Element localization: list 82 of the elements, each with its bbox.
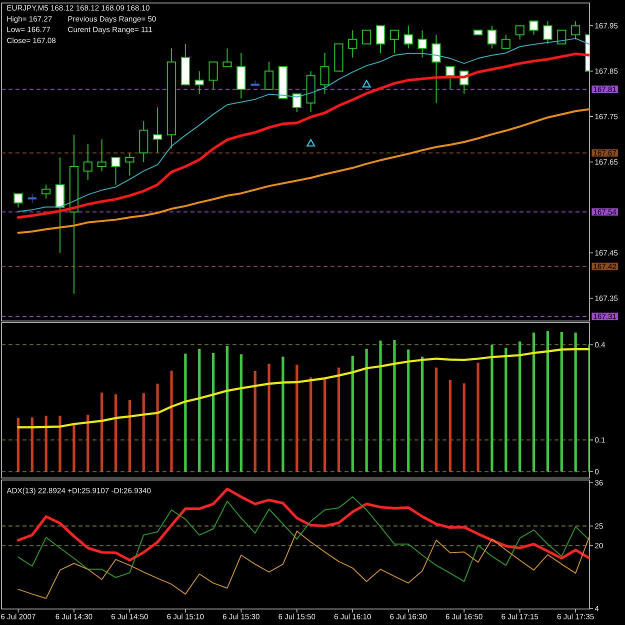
bar <box>226 346 229 472</box>
candlestick <box>83 143 92 181</box>
candlestick <box>362 30 372 44</box>
candlestick <box>418 30 427 58</box>
candlestick <box>334 43 344 72</box>
bar <box>504 348 508 472</box>
candlestick <box>529 20 538 36</box>
bar <box>574 332 577 472</box>
bar <box>379 340 382 472</box>
bar <box>58 416 62 472</box>
bar <box>351 356 354 472</box>
candlestick <box>222 48 232 68</box>
bar <box>393 340 396 472</box>
line-series <box>18 530 590 599</box>
candlestick <box>571 20 580 40</box>
bar <box>448 380 452 472</box>
candlestick <box>139 120 148 162</box>
candlestick <box>515 25 524 40</box>
candlestick <box>320 52 330 94</box>
candlestick <box>264 62 274 90</box>
bar <box>142 393 145 472</box>
candlestick <box>446 66 455 90</box>
bar <box>198 348 201 472</box>
bar <box>184 354 187 472</box>
candlestick <box>42 184 51 199</box>
bar <box>462 383 466 472</box>
bar <box>170 370 173 472</box>
bar <box>532 332 536 472</box>
candlestick <box>543 20 552 44</box>
bar <box>254 371 256 472</box>
candlestick <box>390 30 399 54</box>
candlestick <box>292 93 302 113</box>
bar <box>407 349 410 472</box>
bar <box>156 384 159 472</box>
bar <box>16 418 20 472</box>
candlestick <box>376 25 386 54</box>
bar <box>490 344 494 472</box>
candlestick <box>180 43 190 86</box>
candlestick <box>278 66 288 99</box>
bar <box>240 354 242 472</box>
candlestick <box>28 193 36 204</box>
candlestick <box>306 70 316 113</box>
candlestick <box>250 80 260 86</box>
bar <box>588 344 590 472</box>
candlestick <box>97 138 106 172</box>
bar <box>434 368 438 472</box>
bar <box>86 414 90 472</box>
candlestick <box>55 156 65 254</box>
bar <box>100 392 104 472</box>
candlestick <box>153 106 162 154</box>
candlestick <box>236 52 246 99</box>
candlestick <box>14 193 23 208</box>
bar <box>212 352 215 472</box>
bar <box>476 362 480 472</box>
candlestick <box>194 70 204 94</box>
candlestick <box>557 30 566 44</box>
bar <box>30 417 34 472</box>
candlestick <box>473 30 483 36</box>
bar <box>518 342 522 472</box>
bar <box>310 377 312 472</box>
candlestick <box>404 25 413 49</box>
candlestick <box>432 34 441 104</box>
candlestick <box>208 62 218 90</box>
candlestick <box>111 156 120 186</box>
bar <box>421 356 424 472</box>
candlestick <box>166 48 176 149</box>
bar <box>282 356 284 472</box>
bar <box>72 424 76 472</box>
bar <box>323 378 326 472</box>
bar <box>268 364 270 472</box>
bar <box>560 332 563 472</box>
bar <box>44 416 48 472</box>
candlestick <box>348 30 358 58</box>
bar <box>365 348 368 472</box>
candlestick <box>487 25 497 49</box>
bar <box>114 394 118 472</box>
bar <box>128 400 131 472</box>
candlestick <box>125 152 134 176</box>
candlestick <box>501 34 510 49</box>
bar <box>546 331 550 472</box>
bar <box>337 368 340 472</box>
bar <box>296 364 298 472</box>
